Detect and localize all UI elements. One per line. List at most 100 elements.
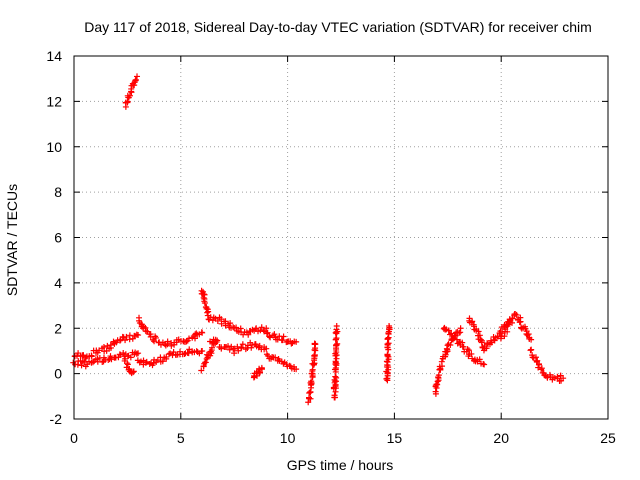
data-point [384, 335, 391, 342]
data-point [218, 345, 225, 352]
data-point [334, 340, 341, 347]
data-point [509, 315, 516, 322]
segment-column-14.7h [383, 322, 393, 384]
data-point [96, 347, 103, 354]
data-point [306, 390, 313, 397]
data-point [385, 356, 392, 363]
data-point [249, 341, 256, 348]
x-tick-label: 10 [280, 430, 296, 446]
segment-peak-20.5h [497, 310, 535, 343]
data-point [126, 332, 133, 339]
data-point [468, 350, 475, 357]
data-point [203, 351, 210, 358]
data-point [253, 325, 260, 332]
segment-band-6-9h-high [207, 314, 270, 338]
data-point [484, 340, 491, 347]
data-point [452, 333, 459, 340]
data-point [532, 354, 539, 361]
data-point [248, 344, 255, 351]
data-point [136, 314, 143, 321]
data-point [136, 359, 143, 366]
data-point [233, 324, 240, 331]
segment-band-early-high [71, 331, 142, 362]
x-tick-label: 15 [387, 430, 403, 446]
data-point [448, 330, 455, 337]
data-point [258, 366, 265, 373]
data-point [120, 350, 127, 357]
data-point [124, 361, 131, 368]
x-tick-label: 25 [600, 430, 616, 446]
data-point [117, 337, 124, 344]
y-tick-label: 2 [54, 320, 62, 336]
y-axis-label: SDTVAR / TECUs [4, 184, 20, 296]
data-point [384, 370, 391, 377]
segment-rise-17h [432, 325, 464, 397]
data-point [460, 343, 467, 350]
data-point [464, 346, 471, 353]
segment-band-3-6h-low [134, 346, 206, 369]
y-tick-label: 8 [54, 184, 62, 200]
data-point [528, 346, 535, 353]
data-point [331, 392, 338, 399]
data-point [384, 358, 391, 365]
data-point [198, 367, 205, 374]
data-point [135, 350, 142, 357]
data-point [432, 388, 439, 395]
data-point [124, 98, 131, 105]
data-point [447, 341, 454, 348]
segment-band-9-10.5h-low [263, 351, 300, 373]
data-point [280, 333, 287, 340]
data-point [130, 368, 137, 375]
data-point [239, 341, 246, 348]
data-point [124, 360, 131, 367]
x-tick-label: 0 [70, 430, 78, 446]
axis-ticks: 0 5 10 15 20 25 -2 0 2 4 6 8 10 12 14 [46, 48, 616, 446]
data-point [75, 350, 82, 357]
data-point [225, 343, 232, 350]
x-axis-label: GPS time / hours [287, 457, 394, 473]
data-point [279, 337, 286, 344]
data-point [333, 355, 340, 362]
data-point [199, 329, 206, 336]
data-point [263, 325, 270, 332]
y-tick-label: 12 [46, 93, 62, 109]
data-point [513, 311, 520, 318]
y-tick-label: 6 [54, 230, 62, 246]
segment-hump-18-20h [466, 315, 513, 354]
data-point [186, 335, 193, 342]
data-point [130, 369, 137, 376]
data-point [272, 354, 279, 361]
data-point [384, 341, 391, 348]
data-point [209, 339, 216, 346]
y-tick-label: -2 [50, 411, 63, 427]
data-point [470, 321, 477, 328]
y-tick-label: 14 [46, 48, 62, 64]
data-point [541, 372, 548, 379]
segment-spike-6h [198, 287, 213, 323]
data-point [168, 342, 175, 349]
data-point [146, 360, 153, 367]
data-point [201, 299, 208, 306]
data-point [560, 375, 567, 382]
data-point [433, 381, 440, 388]
data-point [199, 347, 206, 354]
data-point [483, 345, 490, 352]
data-point [181, 350, 188, 357]
data-point [457, 325, 464, 332]
data-series [70, 73, 567, 406]
data-point [132, 76, 139, 83]
data-point [307, 389, 314, 396]
data-point [307, 395, 314, 402]
data-point [214, 337, 221, 344]
segment-outlier-arc [122, 73, 141, 110]
data-point [183, 338, 190, 345]
data-point [134, 73, 141, 80]
data-point [293, 366, 300, 373]
segment-column-12.2h [330, 322, 341, 401]
data-point [238, 344, 245, 351]
segment-band-9-10.5h-high [263, 329, 300, 347]
x-tick-label: 20 [493, 430, 509, 446]
data-point [332, 358, 339, 365]
segment-descent-6h [198, 338, 219, 374]
data-point [142, 359, 149, 366]
